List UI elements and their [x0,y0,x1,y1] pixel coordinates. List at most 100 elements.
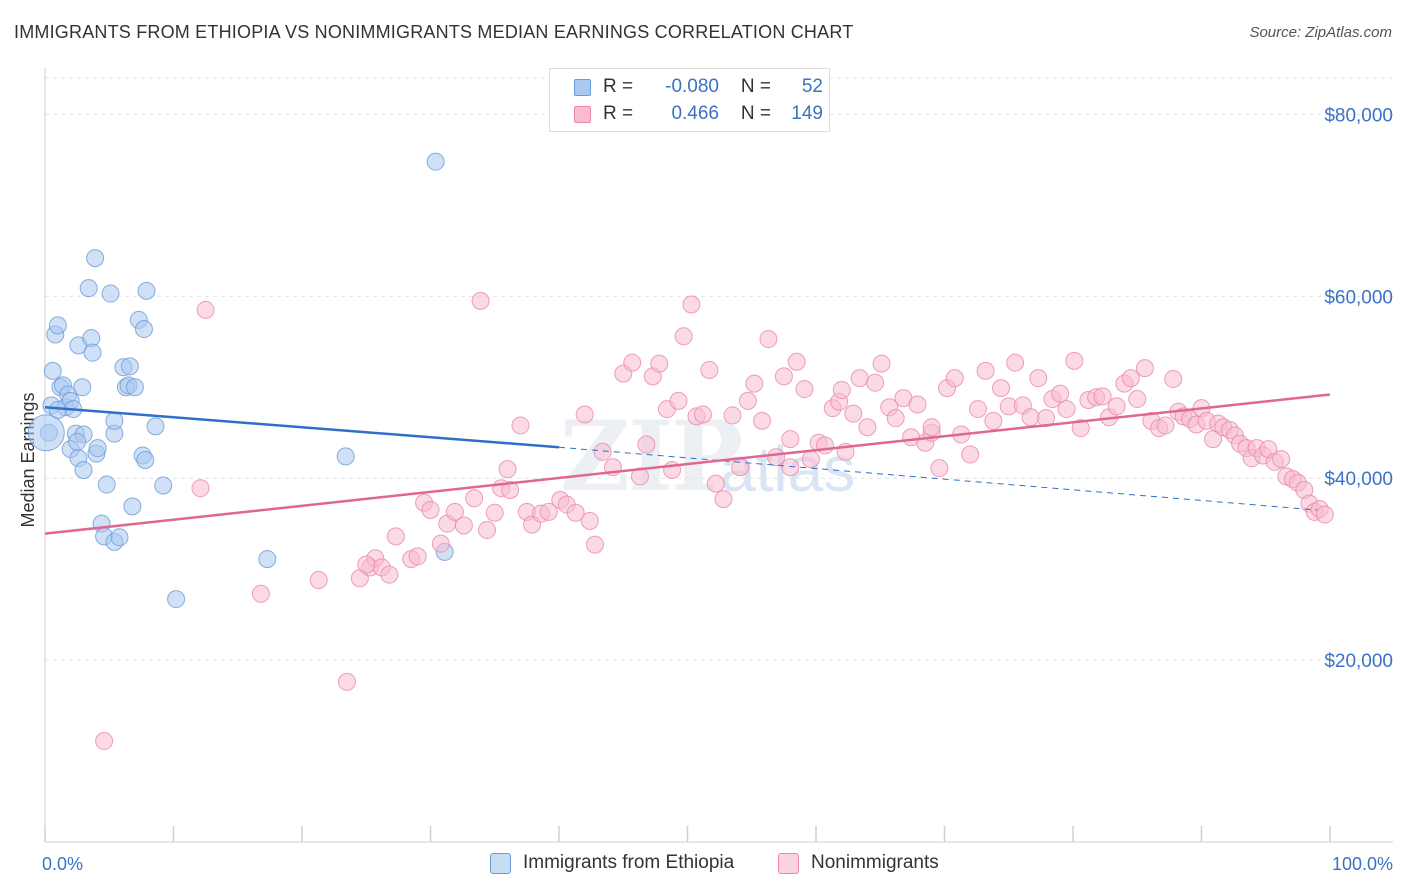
y-tick-label: $40,000 [1324,469,1393,490]
nonimmigrant-point [1065,351,1084,370]
nonimmigrant-point [637,435,656,454]
ethiopia-point [68,432,87,451]
nonimmigrant-point [886,409,905,428]
nonimmigrant-point [650,354,669,373]
nonimmigrant-point [674,327,693,346]
nonimmigrant-point [731,458,750,477]
ethiopia-point [120,357,139,376]
nonimmigrant-point [738,391,757,410]
nonimmigrant-point [1128,390,1147,409]
ethiopia-point [73,378,92,397]
nonimmigrant-point [357,555,376,574]
nonimmigrant-point [1051,384,1070,403]
nonimmigrant-point [922,418,941,437]
nonimmigrant-point [1121,369,1140,388]
x-tick-label: 0.0% [42,854,83,874]
nonimmigrant-point [781,430,800,449]
nonimmigrant-point [759,330,778,349]
legend-n-value: 149 [791,103,823,124]
nonimmigrant-point [445,502,464,521]
nonimmigrant-point [465,489,484,508]
nonimmigrant-point [781,458,800,477]
nonimmigrant-point [1093,387,1112,406]
nonimmigrant-point [196,300,215,319]
nonimmigrant-point [850,369,869,388]
chart-title: IMMIGRANTS FROM ETHIOPIA VS NONIMMIGRANT… [14,22,854,42]
ethiopia-point [86,249,105,268]
nonimmigrant-point [95,732,114,751]
nonimmigrant-point [1006,353,1025,372]
y-tick-label: $80,000 [1324,105,1393,126]
ethiopia-point-large [27,414,65,452]
nonimmigrant-point [745,374,764,393]
ethiopia-point [105,411,124,430]
nonimmigrant-point [431,534,450,553]
ethiopia-point [88,439,107,458]
series-legend-ethiopia[interactable]: Immigrants from Ethiopia [490,852,734,874]
nonimmigrant-point [630,467,649,486]
nonimmigrant-point [585,535,604,554]
nonimmigrant-point [1164,370,1183,389]
correlation-legend: R = -0.080 N = 52 R = 0.466 N = 149 [549,68,830,132]
ethiopia-point [74,461,93,480]
nonimmigrant-point [593,442,612,461]
x-tick-label: 100.0% [1332,854,1393,874]
nonimmigrant-point [1107,397,1126,416]
nonimmigrant-point [693,405,712,424]
nonimmigrant-point [908,395,927,414]
nonimmigrant-point [700,360,719,379]
series-label-nonimmigrants: Nonimmigrants [811,852,939,873]
nonimmigrant-point [1037,409,1056,428]
series-legend-nonimmigrants[interactable]: Nonimmigrants [778,852,939,874]
nonimmigrant-point [1057,400,1076,419]
series-label-ethiopia: Immigrants from Ethiopia [523,852,735,873]
ethiopia-point [146,417,165,436]
ethiopia-point [154,476,173,495]
nonimmigrant-point [478,521,497,540]
nonimmigrant-point [682,295,701,314]
ethiopia-point [167,590,186,609]
nonimmigrant-point [1135,359,1154,378]
ethiopia-point [43,361,62,380]
nonimmigrant-point [380,565,399,584]
nonimmigrant-point [580,511,599,530]
nonimmigrant-point [976,361,995,380]
nonimmigrant-point [501,481,520,500]
ethiopia-point [426,152,445,171]
ethiopia-point [79,279,98,298]
nonimmigrant-point [454,516,473,535]
nonimmigrant-point [795,380,814,399]
legend-r-label: R = [603,103,634,124]
legend-r-value: 0.466 [671,103,719,124]
nonimmigrant-point [511,416,530,435]
nonimmigrant-point [251,584,270,603]
nonimmigrant-point [566,503,585,522]
ethiopia-trend-extension [558,446,1318,511]
legend-n-value: 52 [801,76,823,97]
nonimmigrant-point [753,411,772,430]
nonimmigrant-point [1029,369,1048,388]
ethiopia-point [125,378,144,397]
nonimmigrant-point [801,450,820,469]
nonimmigrant-point [866,373,885,392]
nonimmigrant-point [706,474,725,493]
ethiopia-point [83,343,102,362]
nonimmigrant-point [386,527,405,546]
legend-n-label: N = [740,103,771,124]
nonimmigrant-point [1071,419,1090,438]
nonimmigrant-point [575,405,594,424]
ethiopia-point [123,497,142,516]
nonimmigrant-point [832,380,851,399]
ethiopia-point [336,447,355,466]
nonimmigrant-point [1156,416,1175,435]
legend-row-nonimmigrants: R = 0.466 N = 149 [574,103,823,125]
ethiopia-point [48,316,67,335]
nonimmigrant-point [471,291,490,310]
legend-n-label: N = [740,76,771,97]
ethiopia-point [134,320,153,339]
nonimmigrant-point [930,459,949,478]
legend-r-label: R = [603,76,634,97]
nonimmigrant-point [961,445,980,464]
legend-row-ethiopia: R = -0.080 N = 52 [574,76,823,98]
